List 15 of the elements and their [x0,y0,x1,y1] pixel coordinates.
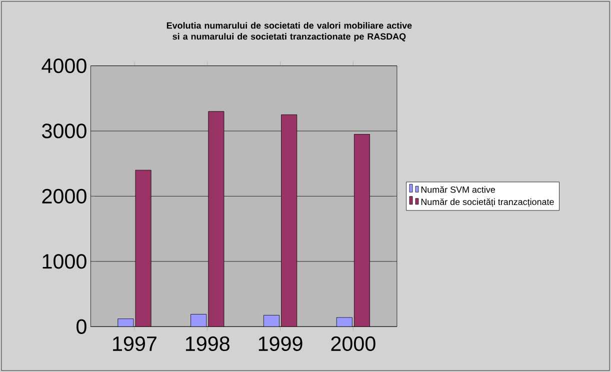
x-tick-label: 1997 [113,336,156,352]
bar [264,315,280,327]
legend-label: Număr de societăți tranzacționate [421,198,554,207]
x-tick-label: 2000 [331,336,376,352]
x-tick-label: 1998 [186,336,230,352]
legend-label: Număr SVM active [421,186,496,193]
x-tick-label: 1999 [258,336,302,352]
y-tick-label: 3000 [42,124,86,138]
y-tick-label: 0 [76,319,86,334]
bar [190,314,206,327]
y-tick-label: 2000 [42,188,86,204]
chart-title: Evolutia numarului de societati de valori mobiliare active si a numarului de societati tranzactionate pe RASDAQ [166,22,412,42]
bar [118,318,134,327]
y-tick-label: 4000 [42,58,86,74]
y-tick-label: 1000 [42,254,86,269]
